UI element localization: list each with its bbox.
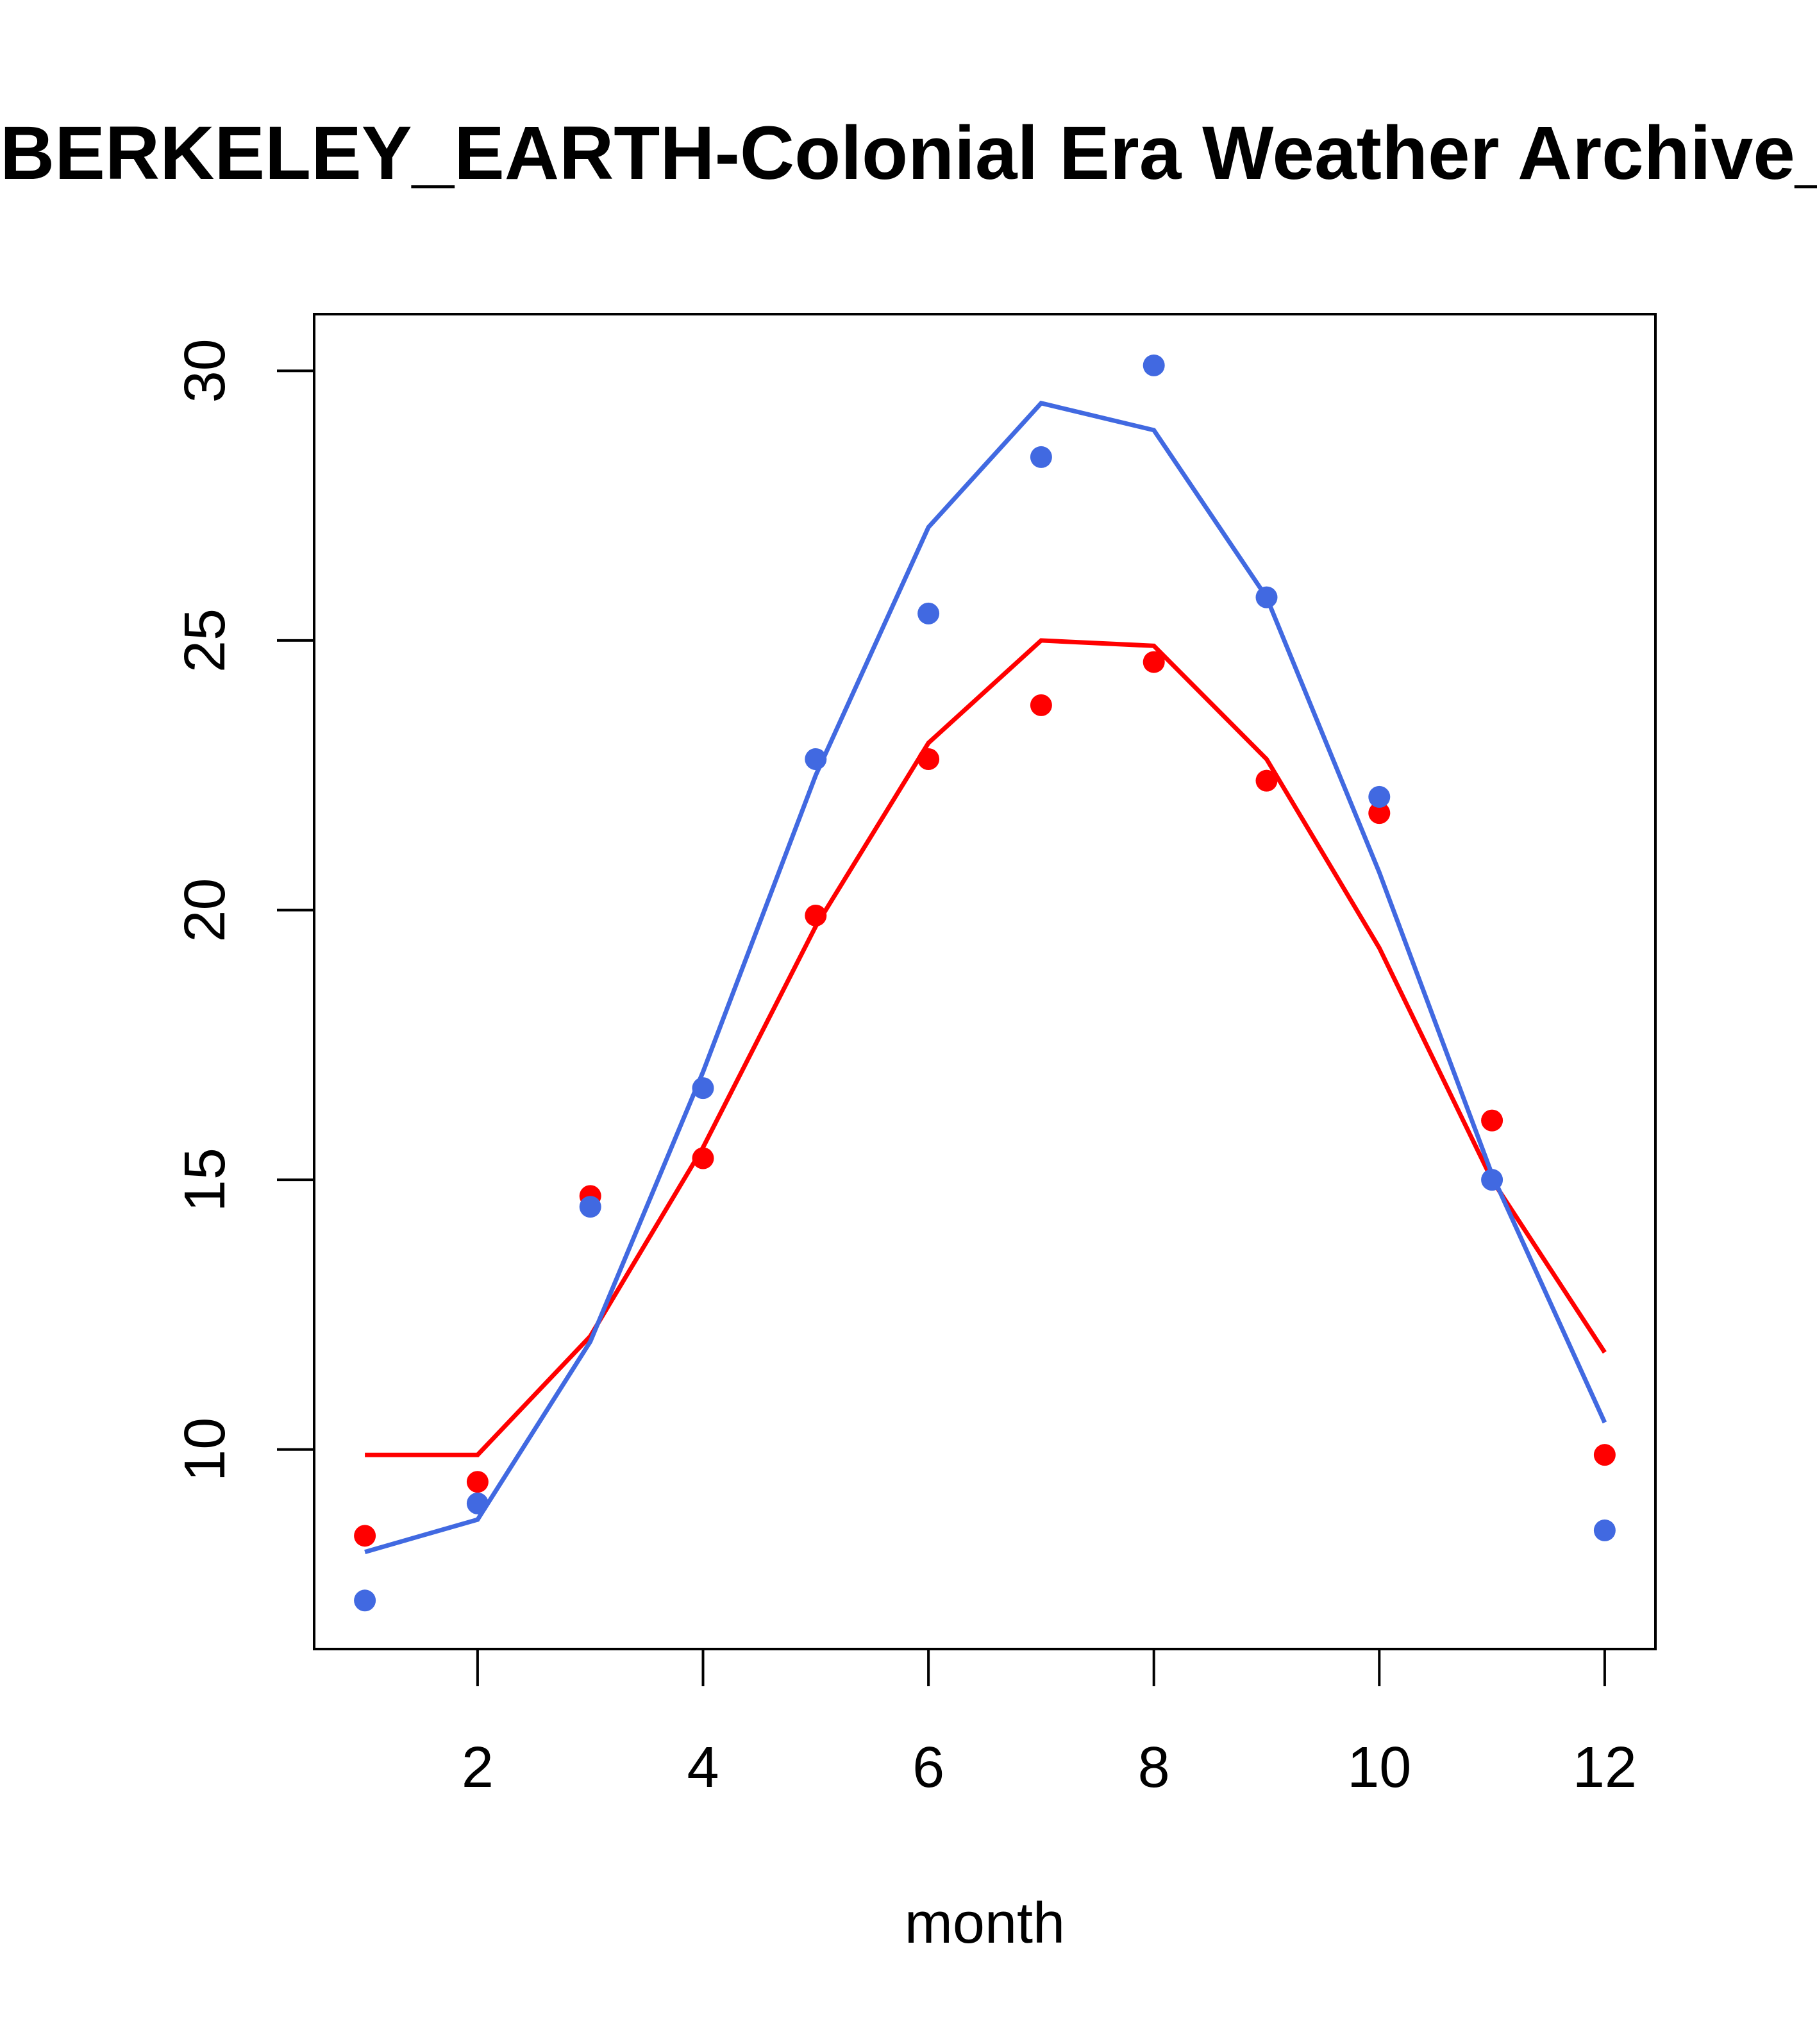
series-1-point [917, 748, 940, 770]
series-1-point [1143, 651, 1165, 673]
x-axis: 2 4 6 8 10 12 [462, 1649, 1637, 1800]
x-axis-label: month [905, 1891, 1065, 1956]
y-tick-label: 15 [173, 1148, 237, 1212]
series-2-point [692, 1077, 714, 1100]
series-1-line [365, 638, 1607, 1457]
series-2-point [1593, 1519, 1616, 1541]
series-2-point [579, 1196, 601, 1218]
plot-frame [313, 313, 1657, 1650]
series-1-point [1368, 802, 1391, 825]
x-tick-label: 8 [1138, 1736, 1170, 1800]
series-1-point [466, 1471, 489, 1493]
series-2-point [1368, 785, 1391, 808]
series-2-point [1030, 446, 1052, 468]
series-2-point [466, 1492, 489, 1514]
series-1-point [354, 1525, 376, 1547]
series-2-point [1143, 354, 1165, 376]
x-tick-label: 12 [1573, 1736, 1637, 1800]
series-1-point [692, 1147, 714, 1169]
series-1-point [1593, 1444, 1616, 1466]
series-2-point [1255, 586, 1278, 608]
x-tick-label: 2 [462, 1736, 494, 1800]
y-axis: 10 15 20 25 30 [173, 339, 314, 1482]
y-tick-label: 30 [173, 339, 237, 403]
x-tick-label: 6 [912, 1736, 944, 1800]
y-tick-label: 20 [173, 878, 237, 942]
series-1-point [1481, 1109, 1503, 1132]
series-2-line [364, 400, 1607, 1554]
series-2 [354, 354, 1616, 1612]
series-1-point [1255, 769, 1278, 792]
series-2-point [1481, 1169, 1503, 1191]
x-tick-label: 4 [687, 1736, 719, 1800]
series-layer [354, 354, 1616, 1612]
series-1-point [805, 904, 827, 926]
chart-title: BERKELEY_EARTH-Colonial Era Weather Arch… [0, 115, 1817, 191]
series-2-point [917, 602, 940, 624]
series-1-point [1030, 694, 1052, 716]
series-1 [354, 638, 1616, 1547]
x-tick-label: 10 [1347, 1736, 1411, 1800]
y-tick-label: 10 [173, 1418, 237, 1482]
y-tick-label: 25 [173, 608, 237, 673]
series-2-point [354, 1589, 376, 1612]
series-2-point [805, 748, 827, 770]
